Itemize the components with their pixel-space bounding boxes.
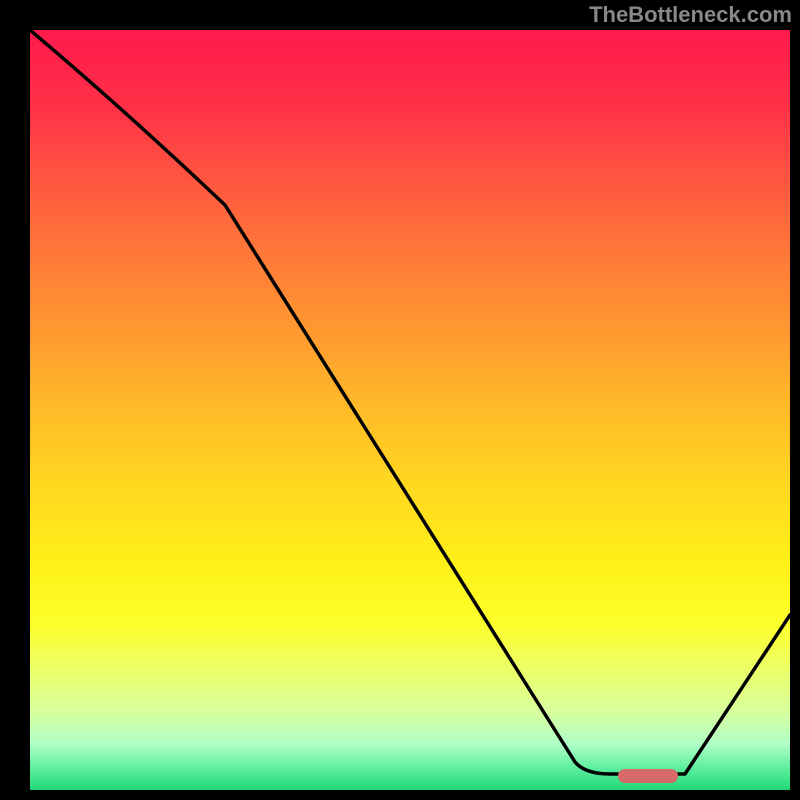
- plot-area: [30, 30, 790, 790]
- bottleneck-chart: [0, 0, 800, 800]
- optimal-range-marker: [618, 769, 678, 783]
- chart-container: TheBottleneck.com: [0, 0, 800, 800]
- watermark-text: TheBottleneck.com: [589, 2, 792, 28]
